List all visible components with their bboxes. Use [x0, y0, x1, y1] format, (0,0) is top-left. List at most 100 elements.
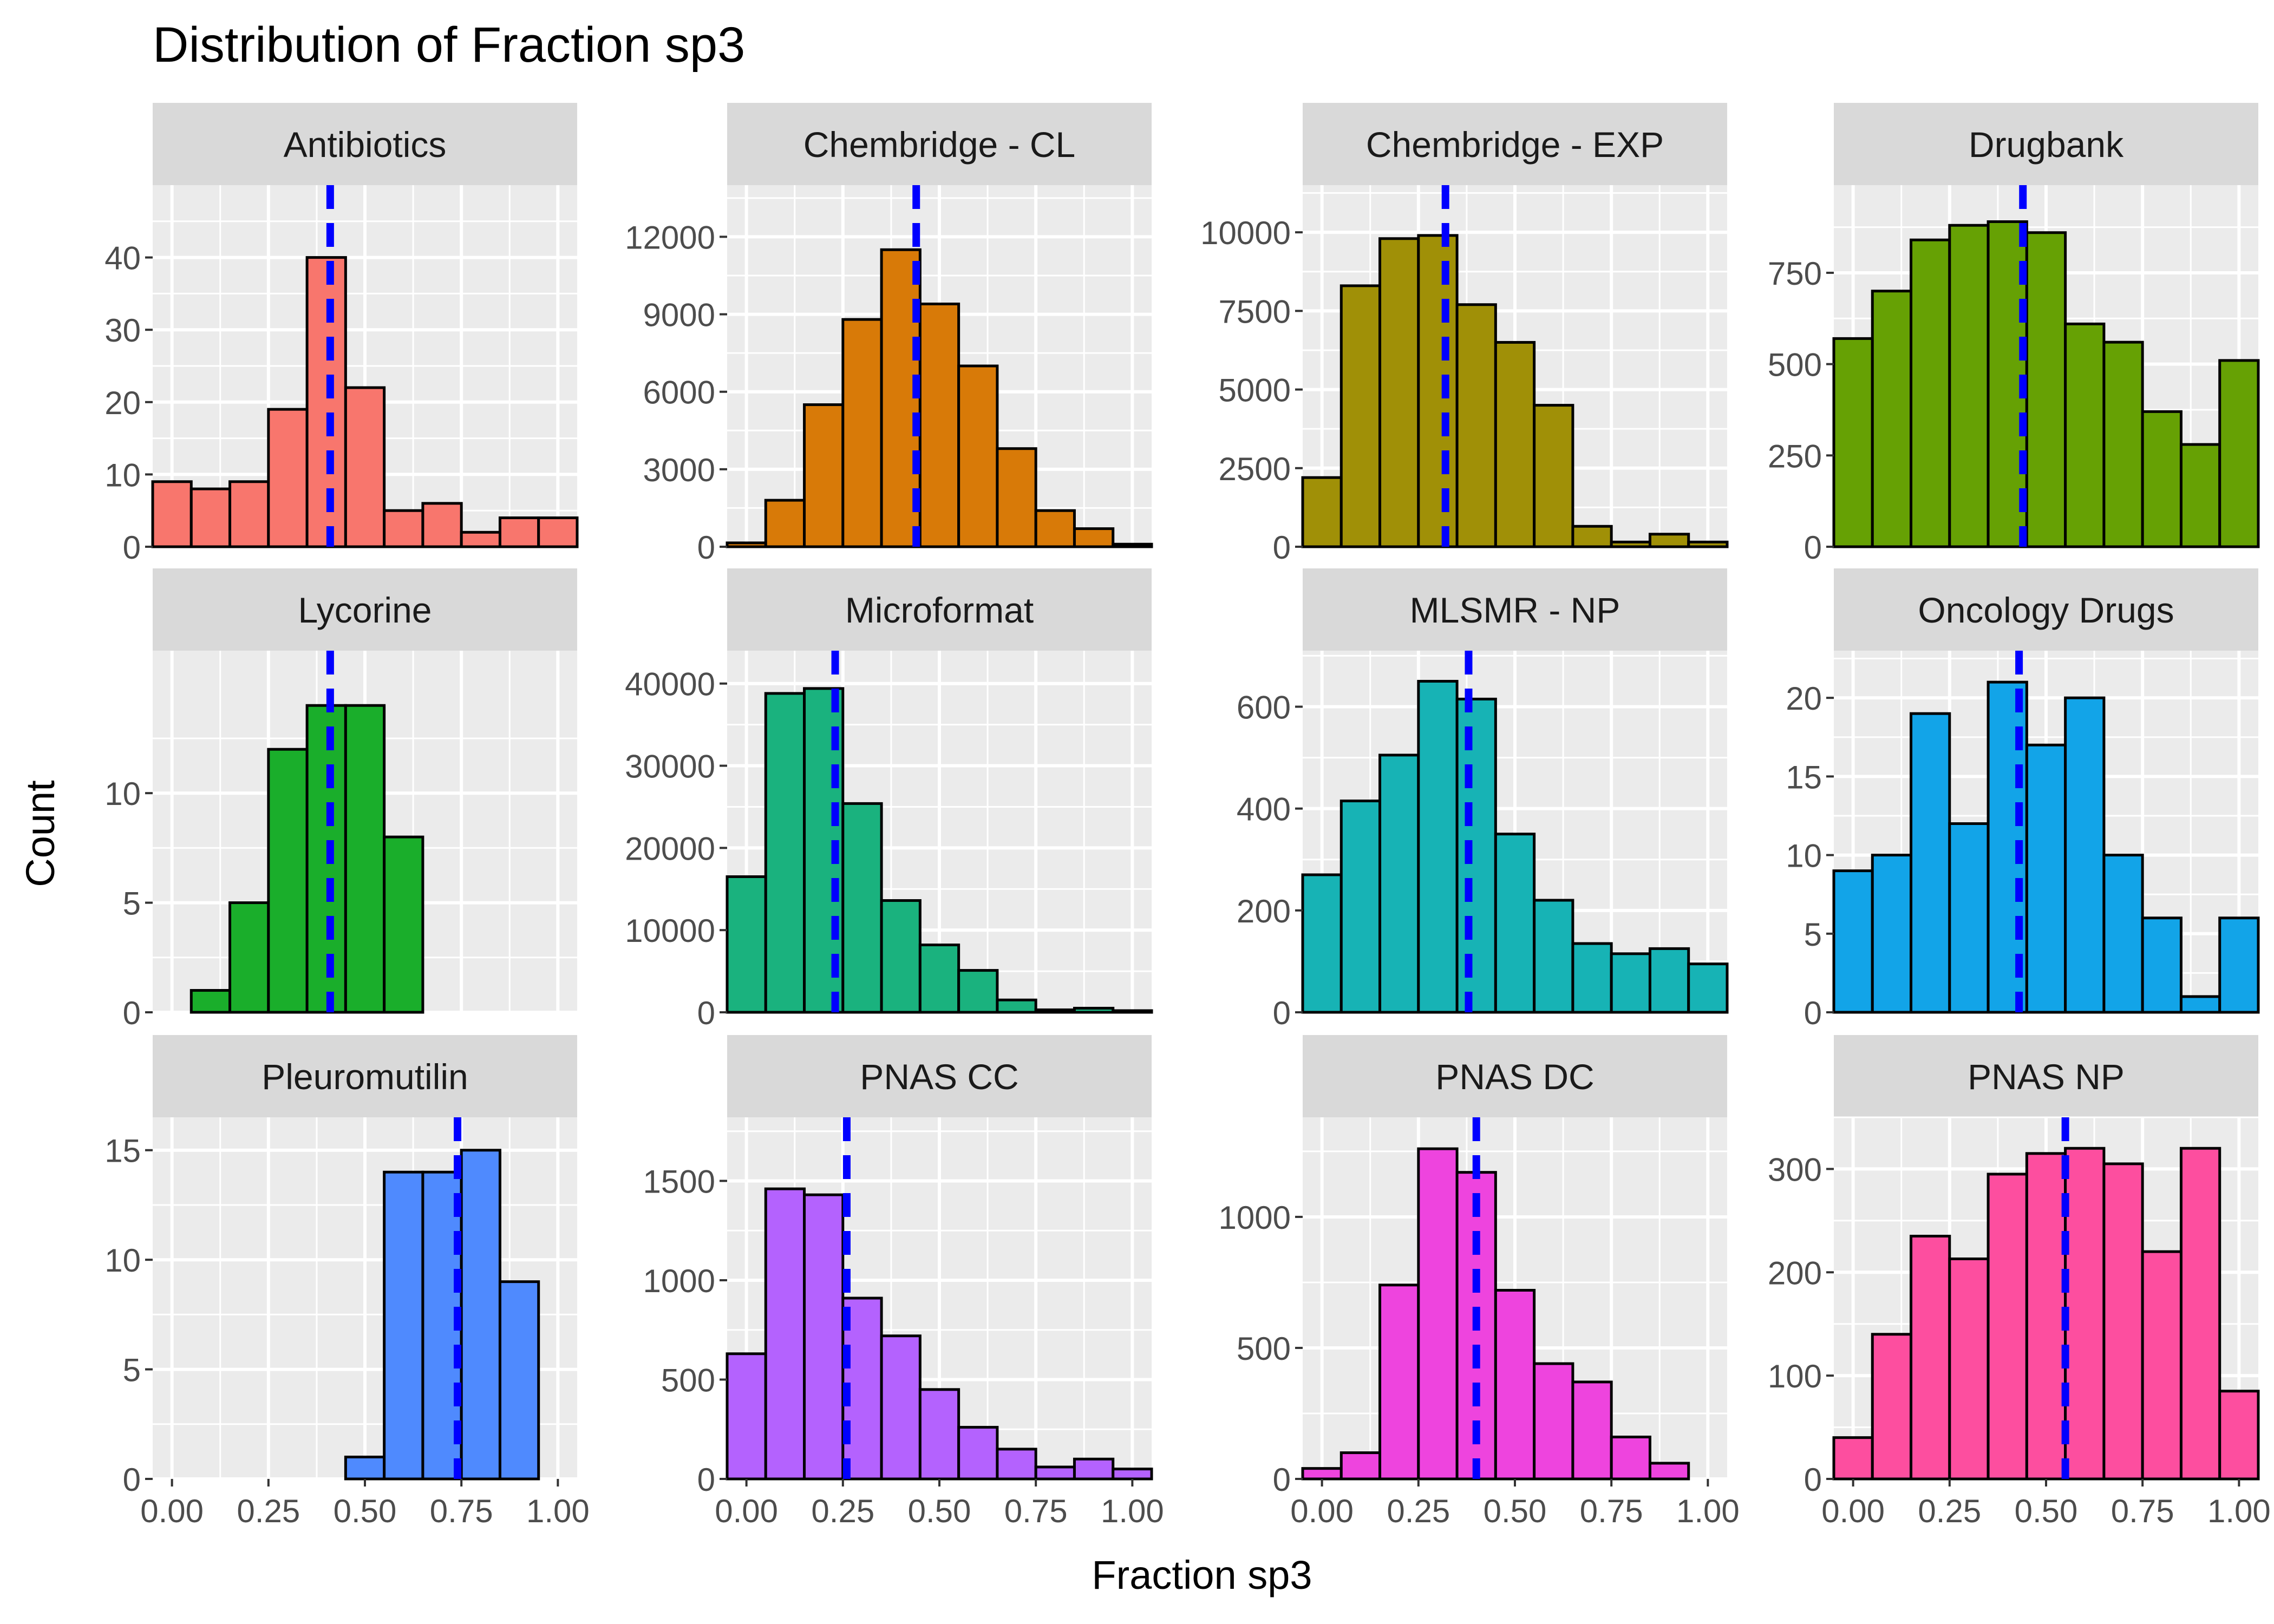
y-tick-label: 100: [1768, 1358, 1822, 1394]
facet-strip: [153, 1035, 577, 1117]
histogram-bar: [2025, 743, 2067, 1014]
histogram-bar: [1339, 284, 1382, 548]
y-tick-label: 20000: [625, 830, 715, 867]
histogram-bar: [1034, 509, 1076, 548]
facet-strip-label: PNAS CC: [860, 1057, 1018, 1097]
histogram-bar: [498, 516, 540, 548]
y-tick-label: 300: [1768, 1151, 1822, 1188]
histogram-bar: [1301, 476, 1343, 548]
histogram-bar: [726, 875, 767, 1014]
y-tick-label: 15: [104, 1133, 141, 1169]
facet-strip: [1834, 103, 2258, 185]
facet-strip: [727, 103, 1152, 185]
y-tick-label: 0: [1273, 529, 1291, 566]
facet-strip-label: MLSMR - NP: [1410, 590, 1620, 630]
histogram-bar: [1832, 1436, 1874, 1481]
histogram-bar: [305, 256, 347, 548]
y-tick-label: 15: [1786, 759, 1822, 795]
facet-strip-label: Antibiotics: [284, 125, 447, 165]
y-tick-label: 400: [1237, 791, 1291, 828]
x-tick-label: 1.00: [1676, 1493, 1740, 1529]
histogram-bar: [1112, 1468, 1153, 1481]
histogram-bar: [1494, 1288, 1536, 1481]
facet-strip-label: Lycorine: [298, 590, 432, 630]
y-tick-label: 0: [1804, 995, 1822, 1031]
facet-panel: PNAS DC 0 500 1000 0.00 0.25 0.50 0.75 1.00: [1219, 1035, 1740, 1529]
histogram-bar: [1687, 540, 1729, 548]
histogram-bar: [498, 1280, 540, 1481]
histogram-bar: [267, 748, 309, 1014]
histogram-bar: [880, 1334, 922, 1481]
histogram-bar: [1339, 800, 1382, 1014]
histogram-bar: [2218, 1390, 2260, 1481]
histogram-bar: [267, 408, 309, 548]
x-tick-label: 0.50: [1484, 1493, 1547, 1529]
histogram-bar: [1533, 1362, 1574, 1481]
y-tick-label: 20: [104, 385, 141, 421]
y-tick-label: 7500: [1219, 293, 1291, 330]
facet-panel: Lycorine 0 5 10: [104, 568, 577, 1031]
x-tick-label: 1.00: [2207, 1493, 2271, 1529]
y-tick-label: 10000: [1200, 215, 1291, 251]
histogram-bar: [1832, 869, 1874, 1014]
histogram-bar: [1533, 404, 1574, 548]
y-tick-label: 0: [123, 1462, 141, 1498]
histogram-bar: [383, 835, 424, 1014]
histogram-bar: [2141, 916, 2182, 1014]
histogram-bar: [1948, 822, 1990, 1014]
y-tick-label: 250: [1768, 438, 1822, 474]
histogram-bar: [1910, 712, 1951, 1014]
y-tick-label: 750: [1768, 256, 1822, 292]
y-tick-label: 10: [1786, 838, 1822, 874]
y-tick-label: 2500: [1219, 451, 1291, 487]
y-tick-label: 1500: [643, 1163, 715, 1200]
histogram-bar: [1073, 527, 1115, 548]
histogram-bar: [1417, 1147, 1459, 1481]
facet-strip: [1303, 1035, 1727, 1117]
y-tick-label: 0: [1804, 529, 1822, 566]
x-tick-label: 0.75: [1580, 1493, 1643, 1529]
histogram-bar: [190, 989, 232, 1014]
histogram-bar: [841, 802, 883, 1014]
histogram-bar: [460, 531, 501, 548]
histogram-bar: [1034, 1465, 1076, 1481]
histogram-bar: [1571, 525, 1613, 548]
x-tick-label: 0.75: [430, 1493, 493, 1529]
histogram-bar: [2102, 340, 2144, 548]
x-tick-label: 1.00: [526, 1493, 590, 1529]
y-tick-label: 12000: [625, 219, 715, 256]
y-tick-label: 0: [697, 995, 715, 1031]
facet-panel: PNAS NP 0 100 200 300 0.00 0.25 0.50 0.75 1.00: [1768, 1035, 2271, 1529]
histogram-bar: [1687, 962, 1729, 1014]
histogram-bar: [1910, 1234, 1951, 1481]
histogram-bar: [1648, 533, 1690, 548]
facet-strip: [1834, 568, 2258, 651]
y-tick-label: 20: [1786, 680, 1822, 717]
histogram-bar: [764, 692, 806, 1014]
histogram-bar: [537, 516, 579, 548]
histogram-bar: [2025, 1152, 2067, 1481]
histogram-bar: [918, 944, 960, 1014]
histogram-bar: [803, 403, 845, 548]
facet-strip-label: Microformat: [845, 590, 1034, 630]
facet-strip-label: Chembridge - CL: [803, 125, 1076, 165]
histogram-bar: [957, 364, 999, 548]
histogram-bar: [726, 541, 767, 548]
y-tick-label: 40: [104, 240, 141, 277]
histogram-bar: [1073, 1006, 1115, 1014]
facet-strip-label: Chembridge - EXP: [1366, 125, 1664, 165]
histogram-bar: [1571, 942, 1613, 1014]
facet-panel: Pleuromutilin 0 5 10 15 0.00 0.25 0.50 0.75 1.00: [104, 1035, 590, 1529]
y-tick-label: 0: [1804, 1462, 1822, 1498]
y-tick-label: 10000: [625, 913, 715, 949]
y-tick-label: 500: [1768, 347, 1822, 383]
y-tick-label: 10: [104, 457, 141, 493]
histogram-bar: [1494, 833, 1536, 1014]
y-tick-label: 5: [123, 1352, 141, 1389]
y-tick-label: 1000: [643, 1263, 715, 1299]
facet-panel: MLSMR - NP 0 200 400 600: [1237, 568, 1729, 1031]
x-tick-label: 0.00: [1290, 1493, 1354, 1529]
histogram-bar: [1832, 337, 1874, 548]
